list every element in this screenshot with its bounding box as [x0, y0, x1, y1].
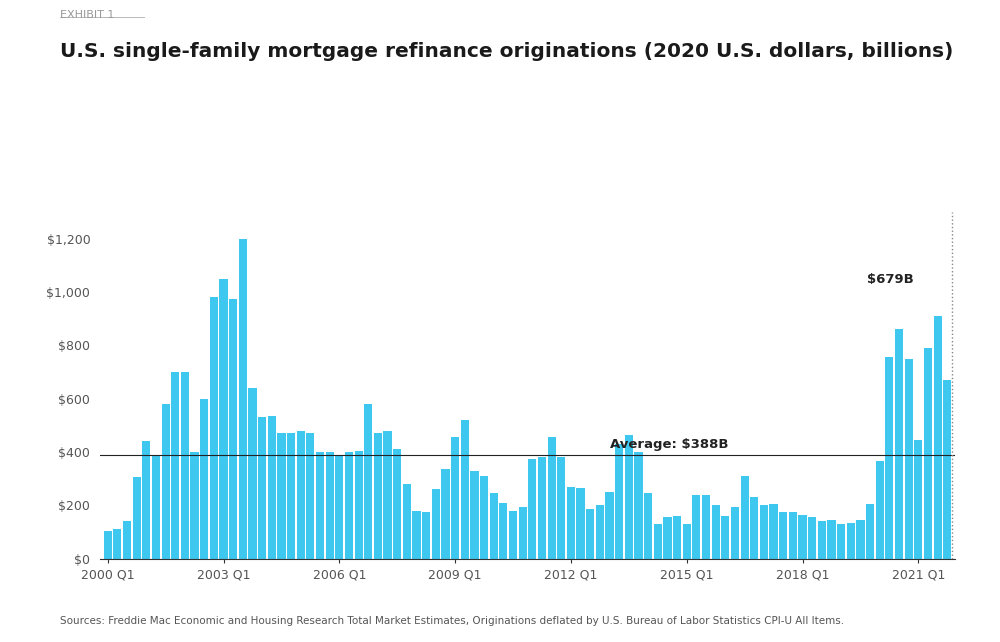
Bar — [596, 505, 604, 559]
Bar — [422, 512, 430, 559]
Bar — [731, 507, 739, 559]
Bar — [702, 494, 710, 559]
Bar — [663, 517, 672, 559]
Bar — [818, 521, 826, 559]
Bar — [393, 449, 401, 559]
Bar — [190, 452, 199, 559]
Bar — [383, 431, 392, 559]
Text: Average: $388B: Average: $388B — [610, 438, 728, 451]
Bar — [277, 433, 286, 559]
Bar — [509, 510, 517, 559]
Bar — [905, 358, 913, 559]
Bar — [673, 516, 681, 559]
Bar — [123, 521, 131, 559]
Text: EXHIBIT 1: EXHIBIT 1 — [60, 10, 114, 20]
Bar — [876, 461, 884, 559]
Bar — [470, 471, 479, 559]
Bar — [200, 399, 208, 559]
Bar — [490, 493, 498, 559]
Bar — [480, 476, 488, 559]
Bar — [644, 493, 652, 559]
Bar — [152, 455, 160, 559]
Bar — [461, 420, 469, 559]
Bar — [345, 452, 353, 559]
Bar — [297, 431, 305, 559]
Bar — [229, 299, 237, 559]
Bar — [808, 517, 816, 559]
Bar — [721, 516, 729, 559]
Bar — [712, 505, 720, 559]
Bar — [306, 433, 314, 559]
Bar — [171, 372, 179, 559]
Bar — [934, 316, 942, 559]
Bar — [567, 487, 575, 559]
Bar — [885, 357, 893, 559]
Bar — [248, 388, 257, 559]
Bar — [837, 524, 845, 559]
Bar — [258, 417, 266, 559]
Bar — [634, 452, 643, 559]
Bar — [760, 505, 768, 559]
Bar — [210, 297, 218, 559]
Bar — [239, 239, 247, 559]
Bar — [586, 509, 594, 559]
Bar — [895, 329, 903, 559]
Bar — [548, 437, 556, 559]
Bar — [692, 494, 700, 559]
Bar — [316, 452, 324, 559]
Bar — [750, 497, 758, 559]
Bar — [326, 452, 334, 559]
Text: $679B: $679B — [867, 273, 914, 286]
Bar — [268, 416, 276, 559]
Bar — [605, 492, 614, 559]
Bar — [557, 457, 565, 559]
Bar — [866, 504, 874, 559]
Bar — [798, 514, 807, 559]
Text: U.S. single-family mortgage refinance originations (2020 U.S. dollars, billions): U.S. single-family mortgage refinance or… — [60, 42, 953, 61]
Bar — [133, 477, 141, 559]
Bar — [528, 458, 536, 559]
Bar — [615, 444, 623, 559]
Bar — [625, 435, 633, 559]
Bar — [769, 504, 778, 559]
Bar — [441, 469, 450, 559]
Text: Sources: Freddie Mac Economic and Housing Research Total Market Estimates, Origi: Sources: Freddie Mac Economic and Housin… — [60, 616, 844, 626]
Bar — [538, 457, 546, 559]
Bar — [364, 404, 372, 559]
Bar — [142, 441, 150, 559]
Bar — [335, 455, 343, 559]
Bar — [914, 440, 922, 559]
Bar — [924, 348, 932, 559]
Bar — [943, 380, 951, 559]
Bar — [789, 512, 797, 559]
Bar — [355, 451, 363, 559]
Bar — [412, 510, 421, 559]
Bar — [181, 372, 189, 559]
Bar — [113, 529, 121, 559]
Bar — [827, 520, 836, 559]
Bar — [683, 524, 691, 559]
Bar — [779, 512, 787, 559]
Bar — [451, 437, 459, 559]
Bar — [499, 503, 507, 559]
Bar — [374, 433, 382, 559]
Bar — [741, 476, 749, 559]
Bar — [104, 530, 112, 559]
Bar — [847, 523, 855, 559]
Bar — [432, 489, 440, 559]
Bar — [162, 404, 170, 559]
Bar — [576, 488, 585, 559]
Bar — [519, 507, 527, 559]
Bar — [219, 279, 228, 559]
Bar — [403, 484, 411, 559]
Bar — [287, 433, 295, 559]
Bar — [856, 520, 865, 559]
Bar — [654, 524, 662, 559]
